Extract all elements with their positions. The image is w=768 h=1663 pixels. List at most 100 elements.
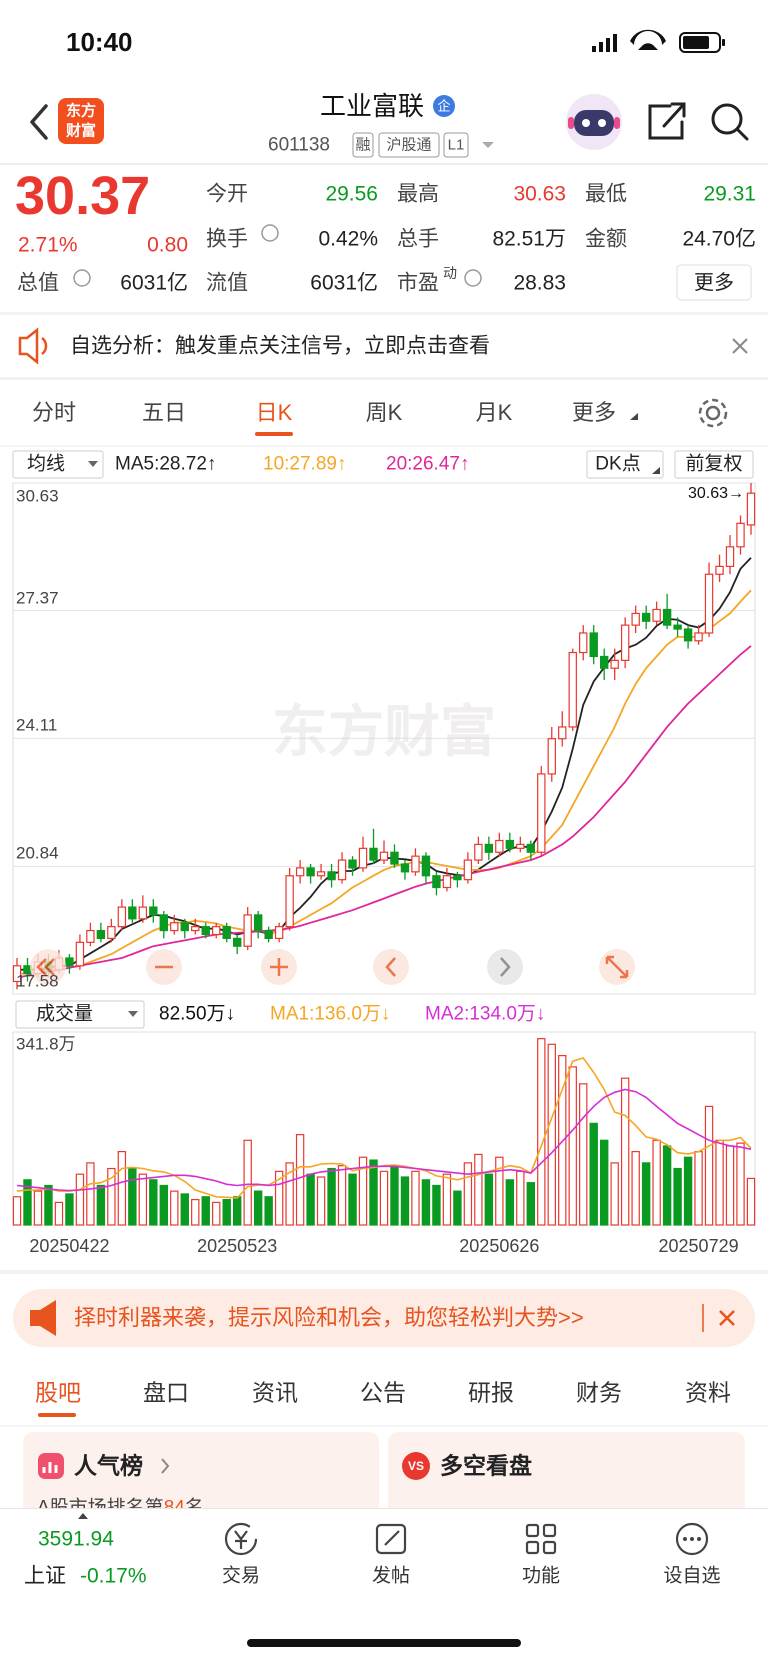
search-icon[interactable] [711, 103, 749, 141]
volume-bar [400, 1176, 410, 1226]
card-bg[interactable] [388, 1432, 745, 1522]
candle-body [421, 855, 431, 877]
candle-body [694, 632, 703, 642]
volume-bar [736, 1142, 745, 1226]
candle-body [662, 608, 672, 626]
candle-body [75, 941, 85, 967]
candle-body [358, 847, 368, 869]
candle-body [652, 608, 661, 622]
dropdown[interactable] [630, 413, 638, 420]
button-box[interactable] [674, 450, 754, 479]
field-label: 今开 [206, 182, 248, 206]
x-tick-label: 20250422 [29, 1236, 110, 1256]
nav-icon[interactable] [375, 1523, 407, 1555]
nav-label[interactable]: 交易 [221, 1565, 261, 1587]
candle-body [117, 906, 127, 928]
section-tab[interactable]: 研报 [468, 1379, 514, 1406]
volume-bar [662, 1145, 672, 1226]
candle-body [379, 851, 389, 861]
chart-tab[interactable]: 五日 [141, 400, 187, 425]
robot-icon[interactable] [566, 94, 622, 150]
volume-chart [12, 1031, 756, 1226]
vs-icon [402, 1452, 430, 1480]
ma-legend: MA5:28.72↑ [115, 453, 217, 475]
section-tab[interactable]: 股吧 [35, 1379, 81, 1406]
banner-bg[interactable] [13, 1289, 755, 1347]
dropdown[interactable] [482, 142, 494, 148]
chart-tab[interactable]: 更多 [571, 400, 617, 425]
tab-underline [255, 432, 293, 436]
candle-body [432, 875, 441, 889]
y-tick-label: 20.84 [16, 843, 59, 863]
candle-body [516, 843, 525, 849]
chart-controls[interactable] [30, 949, 635, 985]
ma-legend: 20:26.47↑ [386, 453, 470, 475]
volume-bar [149, 1179, 158, 1226]
nav-icon[interactable] [224, 1522, 258, 1556]
chart-tab[interactable]: 周K [365, 400, 403, 425]
volume-bar [233, 1196, 242, 1226]
change-pct: 2.71% [18, 233, 78, 257]
volume-bar [694, 1150, 703, 1226]
chart-tab[interactable]: 月K [475, 400, 513, 425]
vs-badge: VS [407, 1459, 425, 1473]
megaphone-icon [30, 1300, 56, 1336]
volume-bar [170, 1190, 179, 1226]
section-tab[interactable]: 盘口 [143, 1379, 189, 1406]
dk-button[interactable]: DK点 [595, 453, 641, 475]
nav-label[interactable]: 发帖 [371, 1565, 411, 1587]
candle-body [620, 624, 630, 661]
volume-bar [421, 1179, 431, 1226]
superscript: 动 [443, 265, 457, 281]
candle-body [537, 773, 546, 853]
volume-bar [191, 1198, 200, 1226]
candle-body [641, 612, 651, 622]
section-tab[interactable]: 资料 [685, 1379, 731, 1406]
chart-tab[interactable]: 日K [255, 400, 293, 425]
button-box[interactable] [586, 450, 664, 479]
info-icons[interactable] [73, 224, 482, 287]
gear-icon[interactable] [698, 398, 728, 428]
field-label: 最高 [397, 182, 439, 206]
field-label: 金额 [585, 227, 627, 251]
close-icon[interactable] [732, 338, 748, 354]
volume-bar [537, 1038, 546, 1226]
candle-body [526, 843, 536, 853]
nav-label[interactable]: 功能 [521, 1565, 561, 1587]
up-arrow [78, 1513, 88, 1519]
volume-bar [159, 1184, 168, 1226]
section-tab[interactable]: 资讯 [252, 1379, 298, 1406]
nav-label[interactable]: 设自选 [663, 1565, 721, 1587]
candle-body [484, 843, 494, 853]
nav-icon[interactable] [525, 1523, 557, 1555]
tag-box [378, 132, 440, 158]
volume-bar [579, 1083, 588, 1226]
share-icon[interactable] [648, 102, 686, 140]
volume-bar [44, 1184, 53, 1226]
volume-bar [631, 1150, 640, 1226]
candle-body [400, 863, 410, 873]
volume-bar [285, 1162, 294, 1226]
candle-body [474, 843, 483, 861]
chart-tab[interactable]: 分时 [31, 400, 77, 425]
adjust-button[interactable]: 前复权 [685, 453, 743, 475]
candle-body [12, 965, 22, 983]
y-tick-label: 24.11 [16, 715, 58, 735]
more-button[interactable]: 更多 [694, 272, 734, 294]
section-tab[interactable]: 公告 [360, 1379, 406, 1406]
volume-bar [33, 1190, 43, 1226]
nav-icon[interactable] [675, 1522, 709, 1556]
dropdown [128, 1011, 138, 1017]
banner-text[interactable]: 择时利器来袭，提示风险和机会，助您轻松判大势>> [74, 1305, 584, 1330]
index-name: 上证 [24, 1564, 66, 1588]
back-icon[interactable] [30, 104, 48, 140]
selector-box[interactable] [12, 450, 104, 479]
volume-selector: 成交量 [36, 1003, 94, 1025]
more-button[interactable] [676, 264, 752, 301]
field-label: 流值 [206, 271, 248, 295]
candle-body [725, 546, 735, 568]
close-icon[interactable] [719, 1310, 735, 1326]
card-bg[interactable] [23, 1432, 379, 1522]
selector-box[interactable] [15, 1000, 145, 1029]
section-tab[interactable]: 财务 [576, 1379, 622, 1406]
